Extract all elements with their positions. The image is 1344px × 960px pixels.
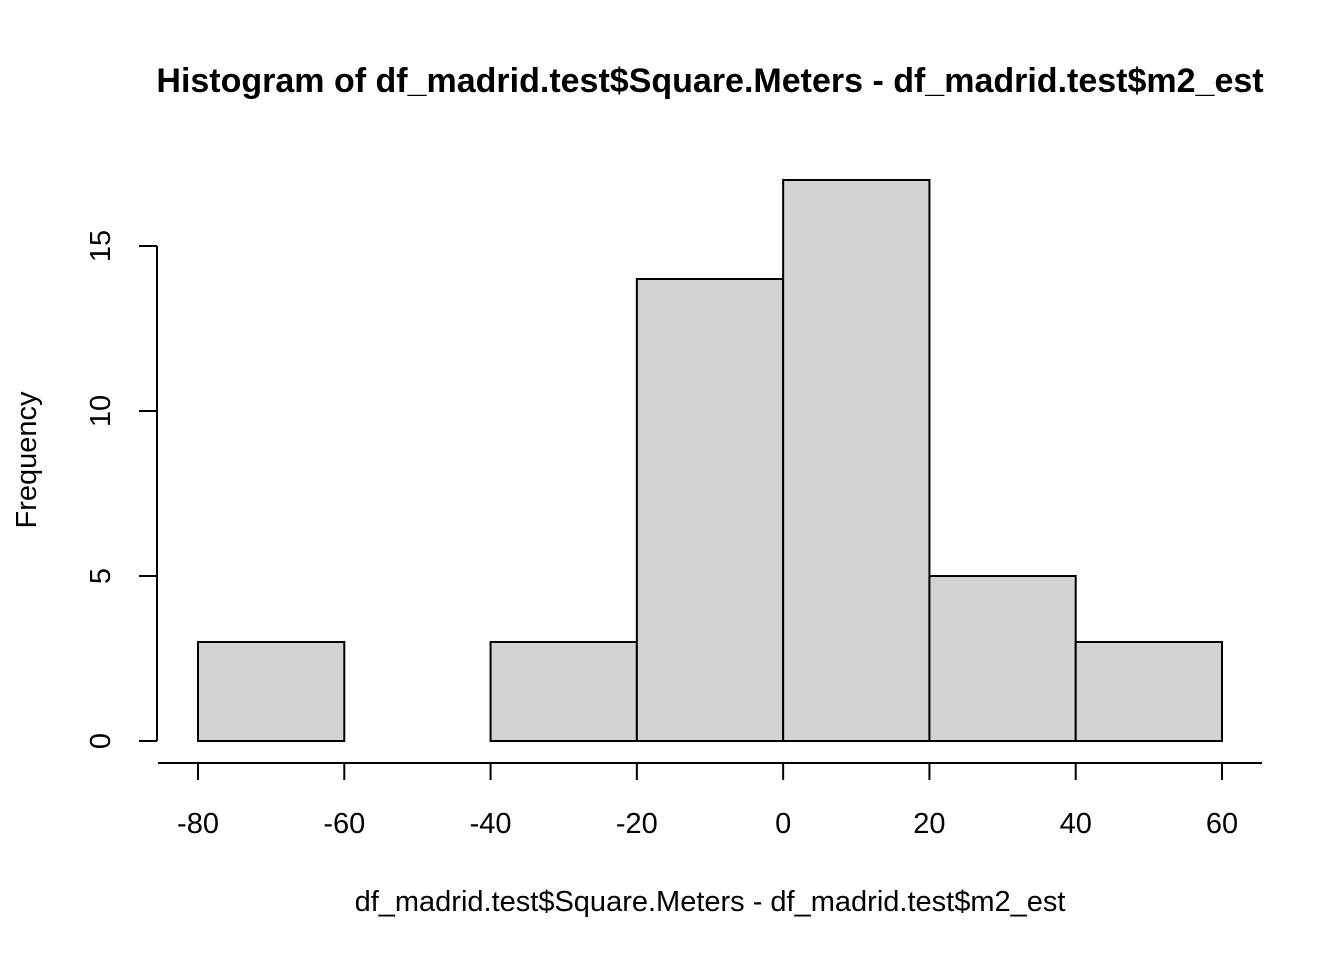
bars xyxy=(197,179,1223,742)
chart-title: Histogram of df_madrid.test$Square.Meter… xyxy=(156,62,1263,100)
x-axis: -80 -60 -40 -20 0 20 40 60 xyxy=(158,762,1262,840)
histogram-bar xyxy=(782,179,931,742)
x-tick-label: 20 xyxy=(913,808,945,840)
histogram-bar xyxy=(635,278,785,742)
x-tick-label: 0 xyxy=(775,808,791,840)
histogram-bar xyxy=(197,641,346,742)
x-tick-label: -80 xyxy=(177,808,219,840)
y-tick-label: 5 xyxy=(85,568,117,584)
histogram-bar xyxy=(928,575,1077,742)
y-tick-label: 10 xyxy=(85,395,117,427)
x-tick-label: 40 xyxy=(1060,808,1092,840)
x-tick-label: 60 xyxy=(1206,808,1238,840)
x-tick-label: -60 xyxy=(323,808,365,840)
histogram-bar xyxy=(489,641,638,742)
x-axis-label: df_madrid.test$Square.Meters - df_madrid… xyxy=(355,886,1066,918)
y-axis: 0 5 10 15 xyxy=(85,230,158,749)
y-axis-label: Frequency xyxy=(11,391,43,529)
y-tick-label: 15 xyxy=(85,230,117,262)
histogram-bar xyxy=(1074,641,1223,742)
x-tick-label: -40 xyxy=(470,808,512,840)
x-tick-label: -20 xyxy=(616,808,658,840)
y-tick-label: 0 xyxy=(85,733,117,749)
